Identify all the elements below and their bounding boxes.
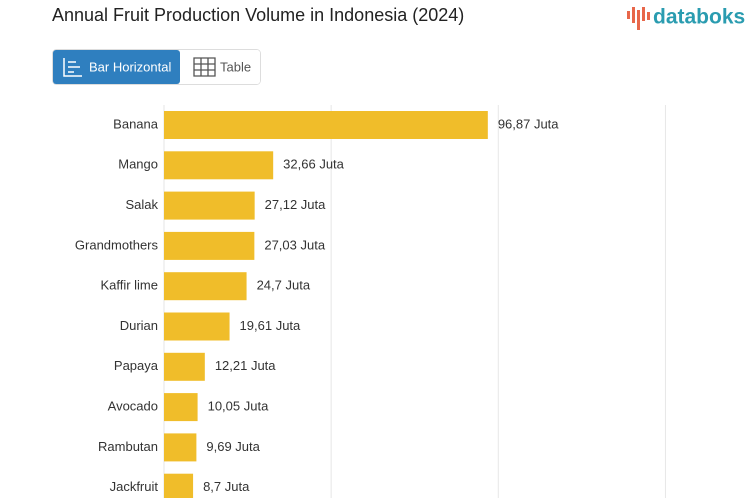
- chart-title: Annual Fruit Production Volume in Indone…: [52, 5, 464, 25]
- logo-icon: [637, 10, 640, 30]
- bar: [164, 433, 197, 462]
- y-tick-label: Mango: [118, 157, 158, 172]
- logo-text: databoks: [653, 6, 745, 29]
- y-tick-label: Rambutan: [98, 439, 158, 454]
- logo-icon: [642, 7, 645, 21]
- tab-background: [53, 50, 180, 84]
- value-label: 9,69 Juta: [206, 439, 260, 454]
- y-tick-label: Durian: [120, 318, 158, 333]
- tab-icon: [63, 58, 82, 77]
- y-tick-label: Kaffir lime: [100, 278, 158, 293]
- logo-icon: [632, 7, 635, 23]
- bar: [164, 231, 255, 260]
- value-label: 8,7 Juta: [203, 479, 250, 494]
- bar: [164, 473, 194, 498]
- value-label: 96,87 Juta: [498, 116, 559, 131]
- value-label: 10,05 Juta: [208, 399, 269, 414]
- tab[interactable]: Table: [181, 50, 260, 84]
- y-tick-label: Papaya: [114, 358, 159, 373]
- bar: [164, 393, 198, 422]
- value-label: 27,03 Juta: [264, 237, 325, 252]
- tab-label: Table: [220, 59, 251, 74]
- value-label: 27,12 Juta: [265, 197, 326, 212]
- bar: [164, 272, 247, 301]
- bar: [164, 352, 205, 381]
- bar: [164, 111, 488, 139]
- bar: [164, 151, 274, 180]
- bar: [164, 312, 230, 341]
- y-tick-label: Banana: [113, 116, 159, 131]
- y-tick-label: Salak: [125, 197, 158, 212]
- tab-label: Bar Horizontal: [89, 59, 171, 74]
- value-label: 32,66 Juta: [283, 157, 344, 172]
- logo-icon: [647, 12, 650, 20]
- logo-icon: [627, 11, 630, 19]
- bar: [164, 191, 255, 220]
- tab-icon: [193, 57, 216, 77]
- tab[interactable]: Bar Horizontal: [53, 50, 180, 84]
- value-label: 12,21 Juta: [215, 358, 276, 373]
- y-tick-label: Jackfruit: [110, 479, 159, 494]
- logo: databoks: [627, 6, 745, 30]
- y-tick-label: Grandmothers: [75, 237, 159, 252]
- value-label: 24,7 Juta: [257, 278, 311, 293]
- y-tick-label: Avocado: [108, 399, 158, 414]
- value-label: 19,61 Juta: [240, 318, 301, 333]
